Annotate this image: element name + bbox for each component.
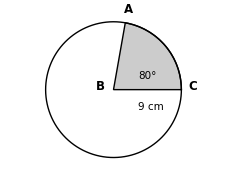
- Text: A: A: [123, 3, 133, 16]
- Wedge shape: [114, 23, 181, 90]
- Text: 9 cm: 9 cm: [138, 102, 164, 112]
- Text: C: C: [188, 80, 197, 93]
- Text: 80°: 80°: [139, 71, 157, 81]
- Text: B: B: [96, 80, 105, 93]
